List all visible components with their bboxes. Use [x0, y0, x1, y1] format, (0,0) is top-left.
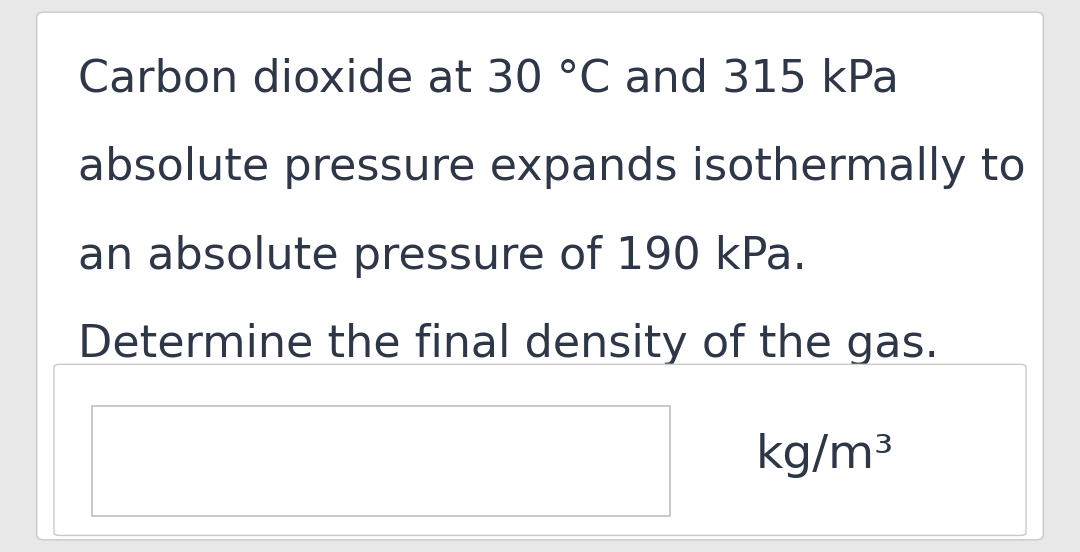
Text: an absolute pressure of 190 kPa.: an absolute pressure of 190 kPa.: [78, 235, 807, 278]
FancyBboxPatch shape: [37, 12, 1043, 540]
Text: absolute pressure expands isothermally to: absolute pressure expands isothermally t…: [78, 146, 1025, 189]
Text: kg/m³: kg/m³: [756, 433, 894, 478]
Text: Determine the final density of the gas.: Determine the final density of the gas.: [78, 323, 939, 366]
FancyBboxPatch shape: [54, 364, 1026, 535]
Bar: [92, 406, 670, 516]
Text: Carbon dioxide at 30 °C and 315 kPa: Carbon dioxide at 30 °C and 315 kPa: [78, 58, 899, 101]
